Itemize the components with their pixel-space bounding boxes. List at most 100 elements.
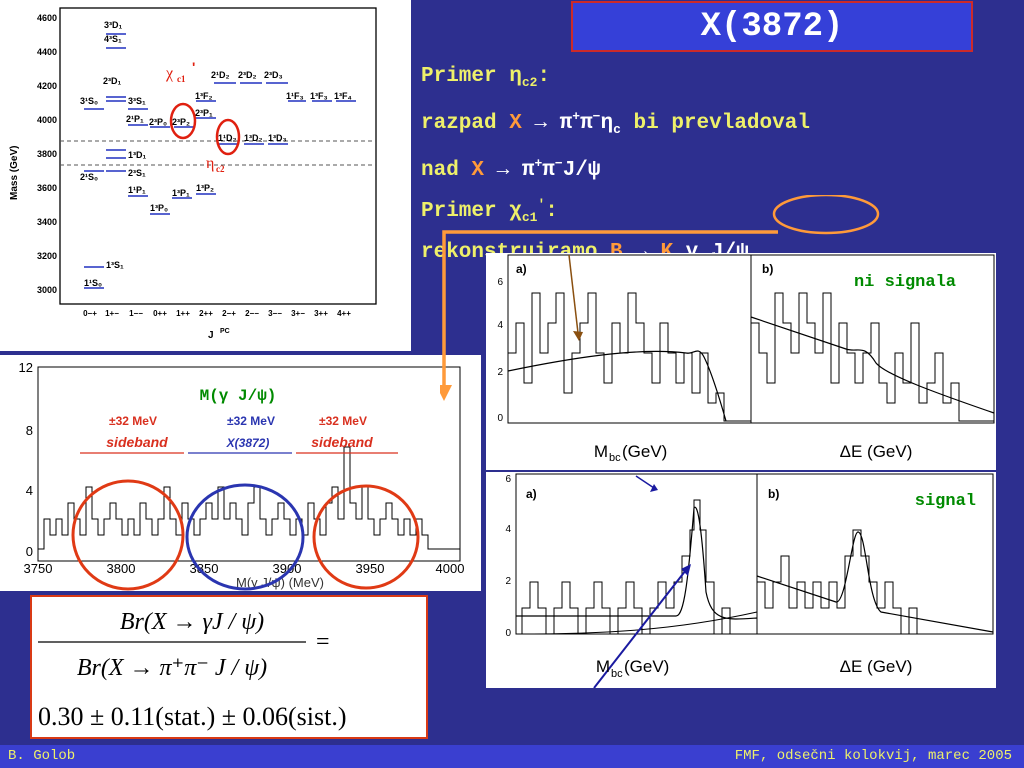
plot-frame-a [515, 473, 758, 635]
blue-arrowhead [650, 484, 658, 492]
state-label: 2¹D₂ [211, 70, 230, 80]
plot-frame-a [507, 254, 752, 424]
signal-pointer-head [681, 564, 691, 576]
slide-title-text: X(3872) [700, 7, 844, 46]
spectrum-xtick: 2−+ [222, 309, 236, 318]
ytick: 0 [505, 628, 511, 639]
hist-xlabel: M(γ J/ψ) (MeV) [236, 575, 324, 590]
spectrum-xtick: 2−− [245, 309, 259, 318]
spectrum-xtick: 3++ [314, 309, 328, 318]
state-label: 1¹D₂ [218, 133, 237, 143]
sideband-left-circle [71, 479, 185, 591]
footer-author: B. Golob [8, 748, 76, 764]
sideband-left-label: sideband [106, 434, 168, 450]
band-width-right: ±32 MeV [319, 414, 367, 428]
mass-histogram-panel: 12 8 4 0 3750 3800 3850 3900 3950 4000 M… [0, 355, 481, 591]
plot-label-a: a) [516, 262, 527, 276]
xlabel-b: ΔE (GeV) [840, 442, 913, 461]
band-width-left: ±32 MeV [109, 414, 157, 428]
state-label: 2³P₂ [172, 117, 190, 127]
slide-title: X(3872) [571, 1, 973, 52]
state-label: 2³S₁ [128, 168, 146, 178]
spectrum-xtick: 3+− [291, 309, 305, 318]
spectrum-ytick: 3800 [37, 149, 57, 159]
hist-xtick: 3950 [356, 561, 385, 576]
signal-note: signal [915, 492, 976, 511]
formula-denominator: Br(X → π⁺π⁻ J / ψ) [77, 655, 267, 681]
spectrum-ytick: 4200 [37, 81, 57, 91]
plot-label-b: b) [768, 487, 779, 501]
sideband-right-circle [312, 484, 420, 590]
ytick: 2 [505, 576, 511, 587]
spectrum-ytick: 3400 [37, 217, 57, 227]
spectrum-xtick: 1+− [105, 309, 119, 318]
signal-window-label: X(3872) [226, 436, 270, 450]
state-label: 2³D₁ [103, 76, 122, 86]
no-signal-plots: 6 4 2 0 a) b) ni signala M bc (GeV) ΔE (… [497, 254, 995, 464]
text-line-4: Primer χc1': [421, 197, 558, 226]
brown-arrow [568, 254, 579, 334]
signal-plots: 6 4 2 0 a) b) signal M bc (GeV) ΔE (GeV) [505, 473, 994, 689]
ytick: 4 [505, 524, 511, 535]
hist-ytick: 8 [26, 423, 33, 438]
state-label: 2³D₃ [264, 70, 283, 80]
state-label: 3³S₁ [128, 96, 146, 106]
spectrum-xtick: 1++ [176, 309, 190, 318]
connector-arrowhead [440, 385, 452, 401]
state-label: 3¹S₀ [80, 96, 98, 106]
signal-pointer-line [593, 569, 687, 689]
hist-xtick: 4000 [436, 561, 465, 576]
state-label: 1¹S₀ [84, 278, 102, 288]
state-label: 1³P₀ [150, 203, 168, 213]
hist-b-bins [757, 529, 993, 635]
hist-b-bins [751, 292, 994, 422]
mass-histogram-bins [38, 446, 460, 550]
state-label: 2³P₁ [195, 108, 213, 118]
state-label: 1³S₁ [106, 260, 124, 270]
text-line-3: nad X → π+π−J/ψ [421, 156, 601, 183]
state-label: 1³P₁ [172, 188, 190, 198]
signal-window-circle [185, 483, 305, 591]
spectrum-ytick: 3200 [37, 251, 57, 261]
hist-title: M(γ J/ψ) [200, 387, 277, 405]
state-label: 1³D₂ [244, 133, 263, 143]
hist-ytick: 4 [26, 483, 33, 498]
state-label: 1³F₂ [195, 91, 213, 101]
spectrum-ylabel: Mass (GeV) [9, 146, 20, 200]
xlabel-a-unit: (GeV) [624, 657, 669, 676]
band-width-mid: ±32 MeV [227, 414, 275, 428]
xlabel-a-sub: bc [609, 452, 621, 464]
state-label: 1³D₁ [128, 150, 147, 160]
spectrum-xlabel-sup: PC [220, 328, 230, 335]
state-label: 2³P₀ [149, 117, 167, 127]
spectrum-xtick: 2++ [199, 309, 213, 318]
state-label: 2³D₂ [238, 70, 257, 80]
text-line-2: razpad X → π+π−ηc bi prevladoval [421, 109, 810, 138]
background-curve-a [515, 611, 758, 635]
xlabel-a-unit: (GeV) [622, 442, 667, 461]
spectrum-ytick: 4600 [37, 13, 57, 23]
chi-c1-prime-highlight [169, 102, 197, 140]
state-label: 2¹P₁ [126, 114, 144, 124]
state-label: 1³F₄ [334, 91, 352, 101]
fit-curve-a [507, 350, 727, 422]
state-label: 1³P₂ [196, 183, 214, 193]
spectrum-frame [59, 7, 377, 305]
spectrum-ytick: 3000 [37, 285, 57, 295]
histogram-frame [37, 366, 461, 562]
no-signal-note: ni signala [854, 273, 956, 292]
spectrum-xtick: 1−− [129, 309, 143, 318]
xlabel-a: M [594, 442, 608, 461]
fit-curve-b [756, 531, 994, 633]
ytick: 6 [497, 277, 503, 288]
mass-histogram: 12 8 4 0 3750 3800 3850 3900 3950 4000 M… [19, 360, 465, 591]
spectrum-xtick: 4++ [337, 309, 351, 318]
connector-arrow [440, 195, 880, 401]
signal-panels: 6 4 2 0 a) b) signal M bc (GeV) ΔE (GeV) [486, 472, 996, 689]
charmonium-spectrum: 4600 4400 4200 4000 3800 3600 3400 3200 … [9, 7, 377, 341]
connector-line [442, 230, 778, 390]
blue-arrow [635, 475, 655, 489]
eta-c2-label: η [206, 155, 214, 172]
xlabel-b: ΔE (GeV) [840, 657, 913, 676]
footer-event: FMF, odsečni kolokvij, marec 2005 [734, 748, 1012, 764]
